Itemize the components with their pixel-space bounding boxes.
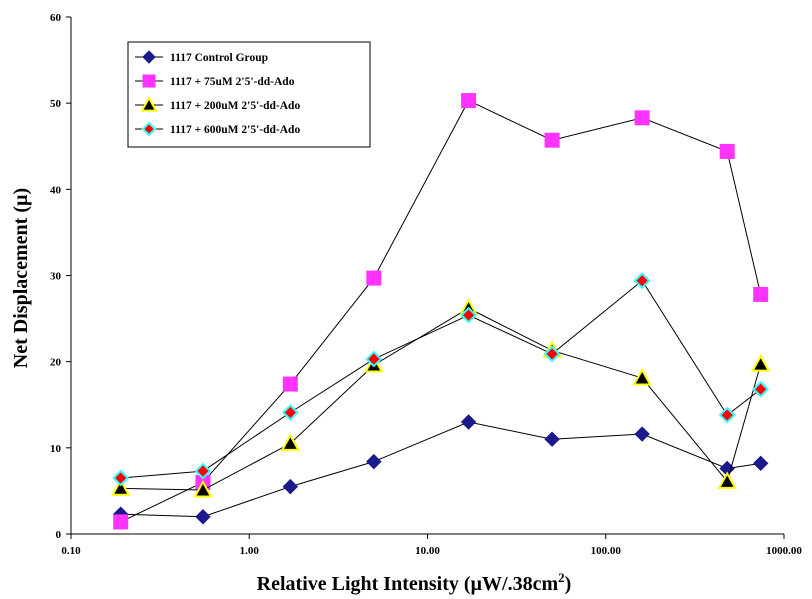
legend: 1117 Control Group 1117 + 75uM 2'5'-dd-Ad…: [127, 41, 371, 148]
data-point: [193, 479, 213, 498]
data-point: [750, 354, 771, 372]
legend-label: 1117 Control Group: [170, 52, 268, 64]
x-axis-title-main: Relative Light Intensity (µW/.38cm: [257, 573, 559, 595]
series: [112, 414, 769, 525]
y-tick-label: 20: [50, 357, 62, 369]
y-tick-label: 0: [56, 529, 62, 541]
y-tick-label: 40: [50, 184, 62, 196]
x-tick-label: 1000.00: [766, 545, 802, 557]
data-point: [752, 380, 770, 398]
x-axis-title-superscript: 2: [558, 570, 565, 585]
series: [110, 298, 771, 498]
legend-entry: 1117 + 600uM 2'5'-dd-Ado: [135, 121, 300, 137]
x-tick-label: 1.00: [240, 545, 260, 557]
y-tick-label: 60: [50, 12, 62, 24]
data-point: [718, 406, 736, 424]
data-point: [366, 453, 382, 470]
x-tick-label: 10.00: [415, 545, 440, 557]
data-point: [634, 426, 650, 442]
data-point: [634, 110, 650, 126]
legend-entry: 1117 Control Group: [135, 50, 268, 64]
data-point: [543, 345, 561, 363]
series: [113, 93, 769, 530]
series-line: [120, 99, 762, 523]
data-point: [544, 132, 560, 148]
data-point: [365, 350, 383, 368]
data-point: [366, 270, 382, 286]
data-point: [113, 514, 129, 530]
legend-entry: 1117 + 200uM 2'5'-dd-Ado: [135, 95, 300, 112]
data-point: [282, 376, 298, 392]
data-point: [460, 306, 477, 324]
data-point: [632, 367, 652, 386]
data-point: [753, 286, 769, 302]
data-point: [195, 509, 211, 525]
x-tick-label: 100.00: [591, 545, 622, 557]
series: [112, 272, 770, 487]
data-point: [110, 478, 131, 496]
series-line: [120, 421, 761, 518]
series-line: [120, 279, 761, 479]
data-point: [141, 121, 157, 137]
x-axis-title: Relative Light Intensity (µW/.38cm2): [257, 570, 572, 595]
data-point: [717, 471, 737, 489]
data-point: [281, 404, 299, 421]
series-layer: [110, 93, 771, 530]
data-point: [544, 431, 560, 447]
data-point: [140, 95, 158, 112]
data-point: [633, 272, 651, 290]
data-point: [142, 74, 156, 88]
data-point: [719, 143, 735, 159]
y-tick-label: 30: [50, 271, 62, 283]
y-tick-label: 10: [50, 443, 62, 455]
legend-entry: 1117 + 75uM 2'5'-dd-Ado: [135, 74, 295, 88]
data-point: [282, 478, 299, 495]
legend-label: 1117 + 600uM 2'5'-dd-Ado: [170, 124, 300, 136]
data-point: [752, 455, 769, 472]
legend-label: 1117 + 75uM 2'5'-dd-Ado: [170, 76, 295, 88]
data-point: [280, 433, 301, 451]
data-point: [142, 50, 156, 64]
legend-box: [127, 41, 371, 148]
y-axis-title: Net Displacement (µ): [10, 188, 32, 368]
data-point: [461, 93, 477, 109]
x-tick-label: 0.10: [61, 545, 81, 557]
series-line: [120, 307, 762, 491]
axes: 0 10 20 30 40 50 60 0.10 1.00 10.00 100.00 1000.00: [50, 12, 802, 557]
legend-label: 1117 + 200uM 2'5'-dd-Ado: [170, 100, 300, 112]
data-point: [460, 414, 477, 430]
data-point: [194, 462, 212, 480]
x-axis-title-close: ): [565, 573, 572, 595]
y-tick-label: 50: [50, 98, 62, 110]
data-point: [112, 469, 130, 487]
